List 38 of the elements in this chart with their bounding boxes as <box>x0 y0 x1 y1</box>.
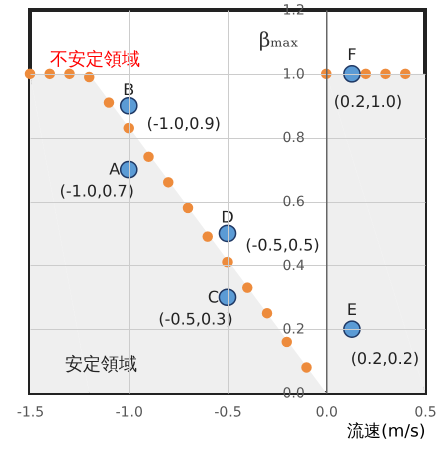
x-axis-title: 流速(m/s) <box>347 422 426 442</box>
y-axis-title: βₘₐₓ <box>258 28 299 52</box>
point <box>218 288 236 306</box>
point <box>163 177 174 188</box>
point <box>24 68 36 80</box>
point <box>202 231 213 242</box>
point <box>120 96 138 115</box>
x-tick-label: -1.5 <box>16 404 44 420</box>
point <box>182 202 194 214</box>
annotation: (0.2,0.2) <box>350 349 420 368</box>
point <box>104 97 114 108</box>
point <box>262 308 272 318</box>
annotation: (0.2,1.0) <box>334 92 402 111</box>
annotation: (-0.5,0.3) <box>158 309 233 328</box>
x-tick-label: -1.0 <box>116 404 143 420</box>
y-tick-label: 0.8 <box>282 130 305 146</box>
x-tick-label: 0.0 <box>316 404 338 420</box>
y-tick-label: 0.2 <box>282 322 305 338</box>
point <box>343 320 361 338</box>
x-tick-label: -0.5 <box>214 404 242 420</box>
annotation: (-0.5,0.5) <box>245 235 320 254</box>
annotation: (-1.0,0.7) <box>60 182 134 201</box>
annotation: A <box>109 160 120 179</box>
y-tick-label: 0.6 <box>282 194 305 210</box>
annotation: F <box>347 44 357 64</box>
point <box>343 65 361 83</box>
point <box>282 336 292 348</box>
x-tick-label: 0.5 <box>414 404 437 420</box>
point <box>218 224 236 242</box>
annotation: C <box>208 287 220 306</box>
annotation: (-1.0,0.9) <box>146 114 221 133</box>
point <box>120 160 138 178</box>
point <box>301 362 312 373</box>
annotation: E <box>346 300 357 320</box>
y-tick-label: 1.0 <box>282 66 305 82</box>
point <box>242 282 252 293</box>
y-tick-label: 0.4 <box>282 258 305 274</box>
point <box>143 152 154 162</box>
